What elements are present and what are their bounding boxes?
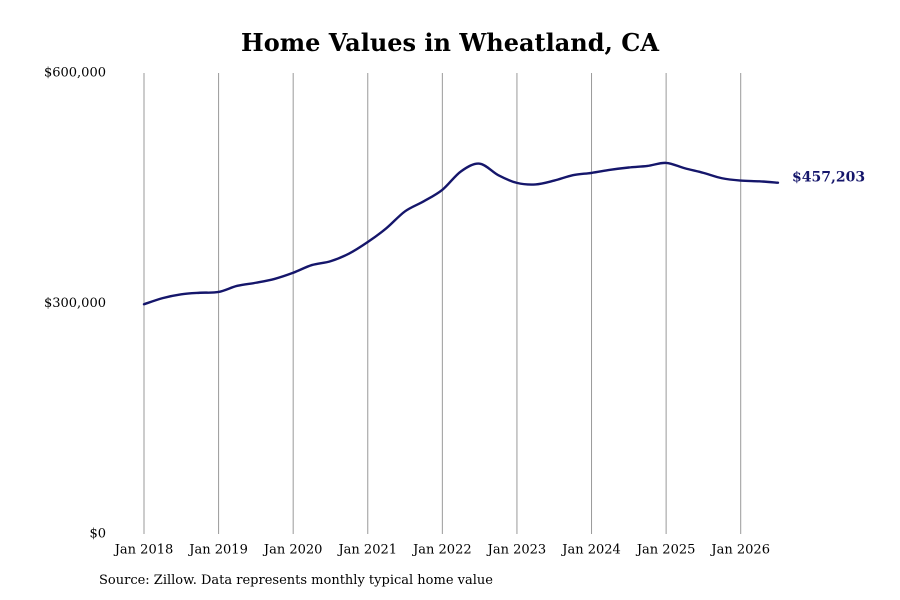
x-tick-label: Jan 2021 xyxy=(336,543,397,558)
x-tick-label: Jan 2019 xyxy=(187,543,248,558)
grid-lines xyxy=(143,73,742,534)
x-tick-label: Jan 2018 xyxy=(113,543,174,558)
series-layer xyxy=(142,161,780,306)
y-tick-label: $300,000 xyxy=(44,296,106,311)
y-tick-label: $600,000 xyxy=(44,66,106,81)
x-tick-label: Jan 2022 xyxy=(411,543,472,558)
x-tick-label: Jan 2026 xyxy=(709,543,770,558)
y-axis-ticks: $0 $300,000 $600,000 xyxy=(44,66,106,542)
x-tick-label: Jan 2025 xyxy=(635,543,696,558)
x-tick-label: Jan 2020 xyxy=(262,543,323,558)
chart-title: Home Values in Wheatland, CA xyxy=(241,28,659,57)
x-axis-ticks: Jan 2018 Jan 2019 Jan 2020 Jan 2021 Jan 2022… xyxy=(113,543,770,558)
series-line-0 xyxy=(142,161,780,306)
source-note: Source: Zillow. Data represents monthly … xyxy=(99,573,493,588)
end-label-layer: $457,203 xyxy=(792,170,865,186)
end-value-label: $457,203 xyxy=(792,170,865,186)
y-tick-label: $0 xyxy=(89,527,106,542)
x-tick-label: Jan 2023 xyxy=(486,543,547,558)
x-tick-label: Jan 2024 xyxy=(560,543,621,558)
